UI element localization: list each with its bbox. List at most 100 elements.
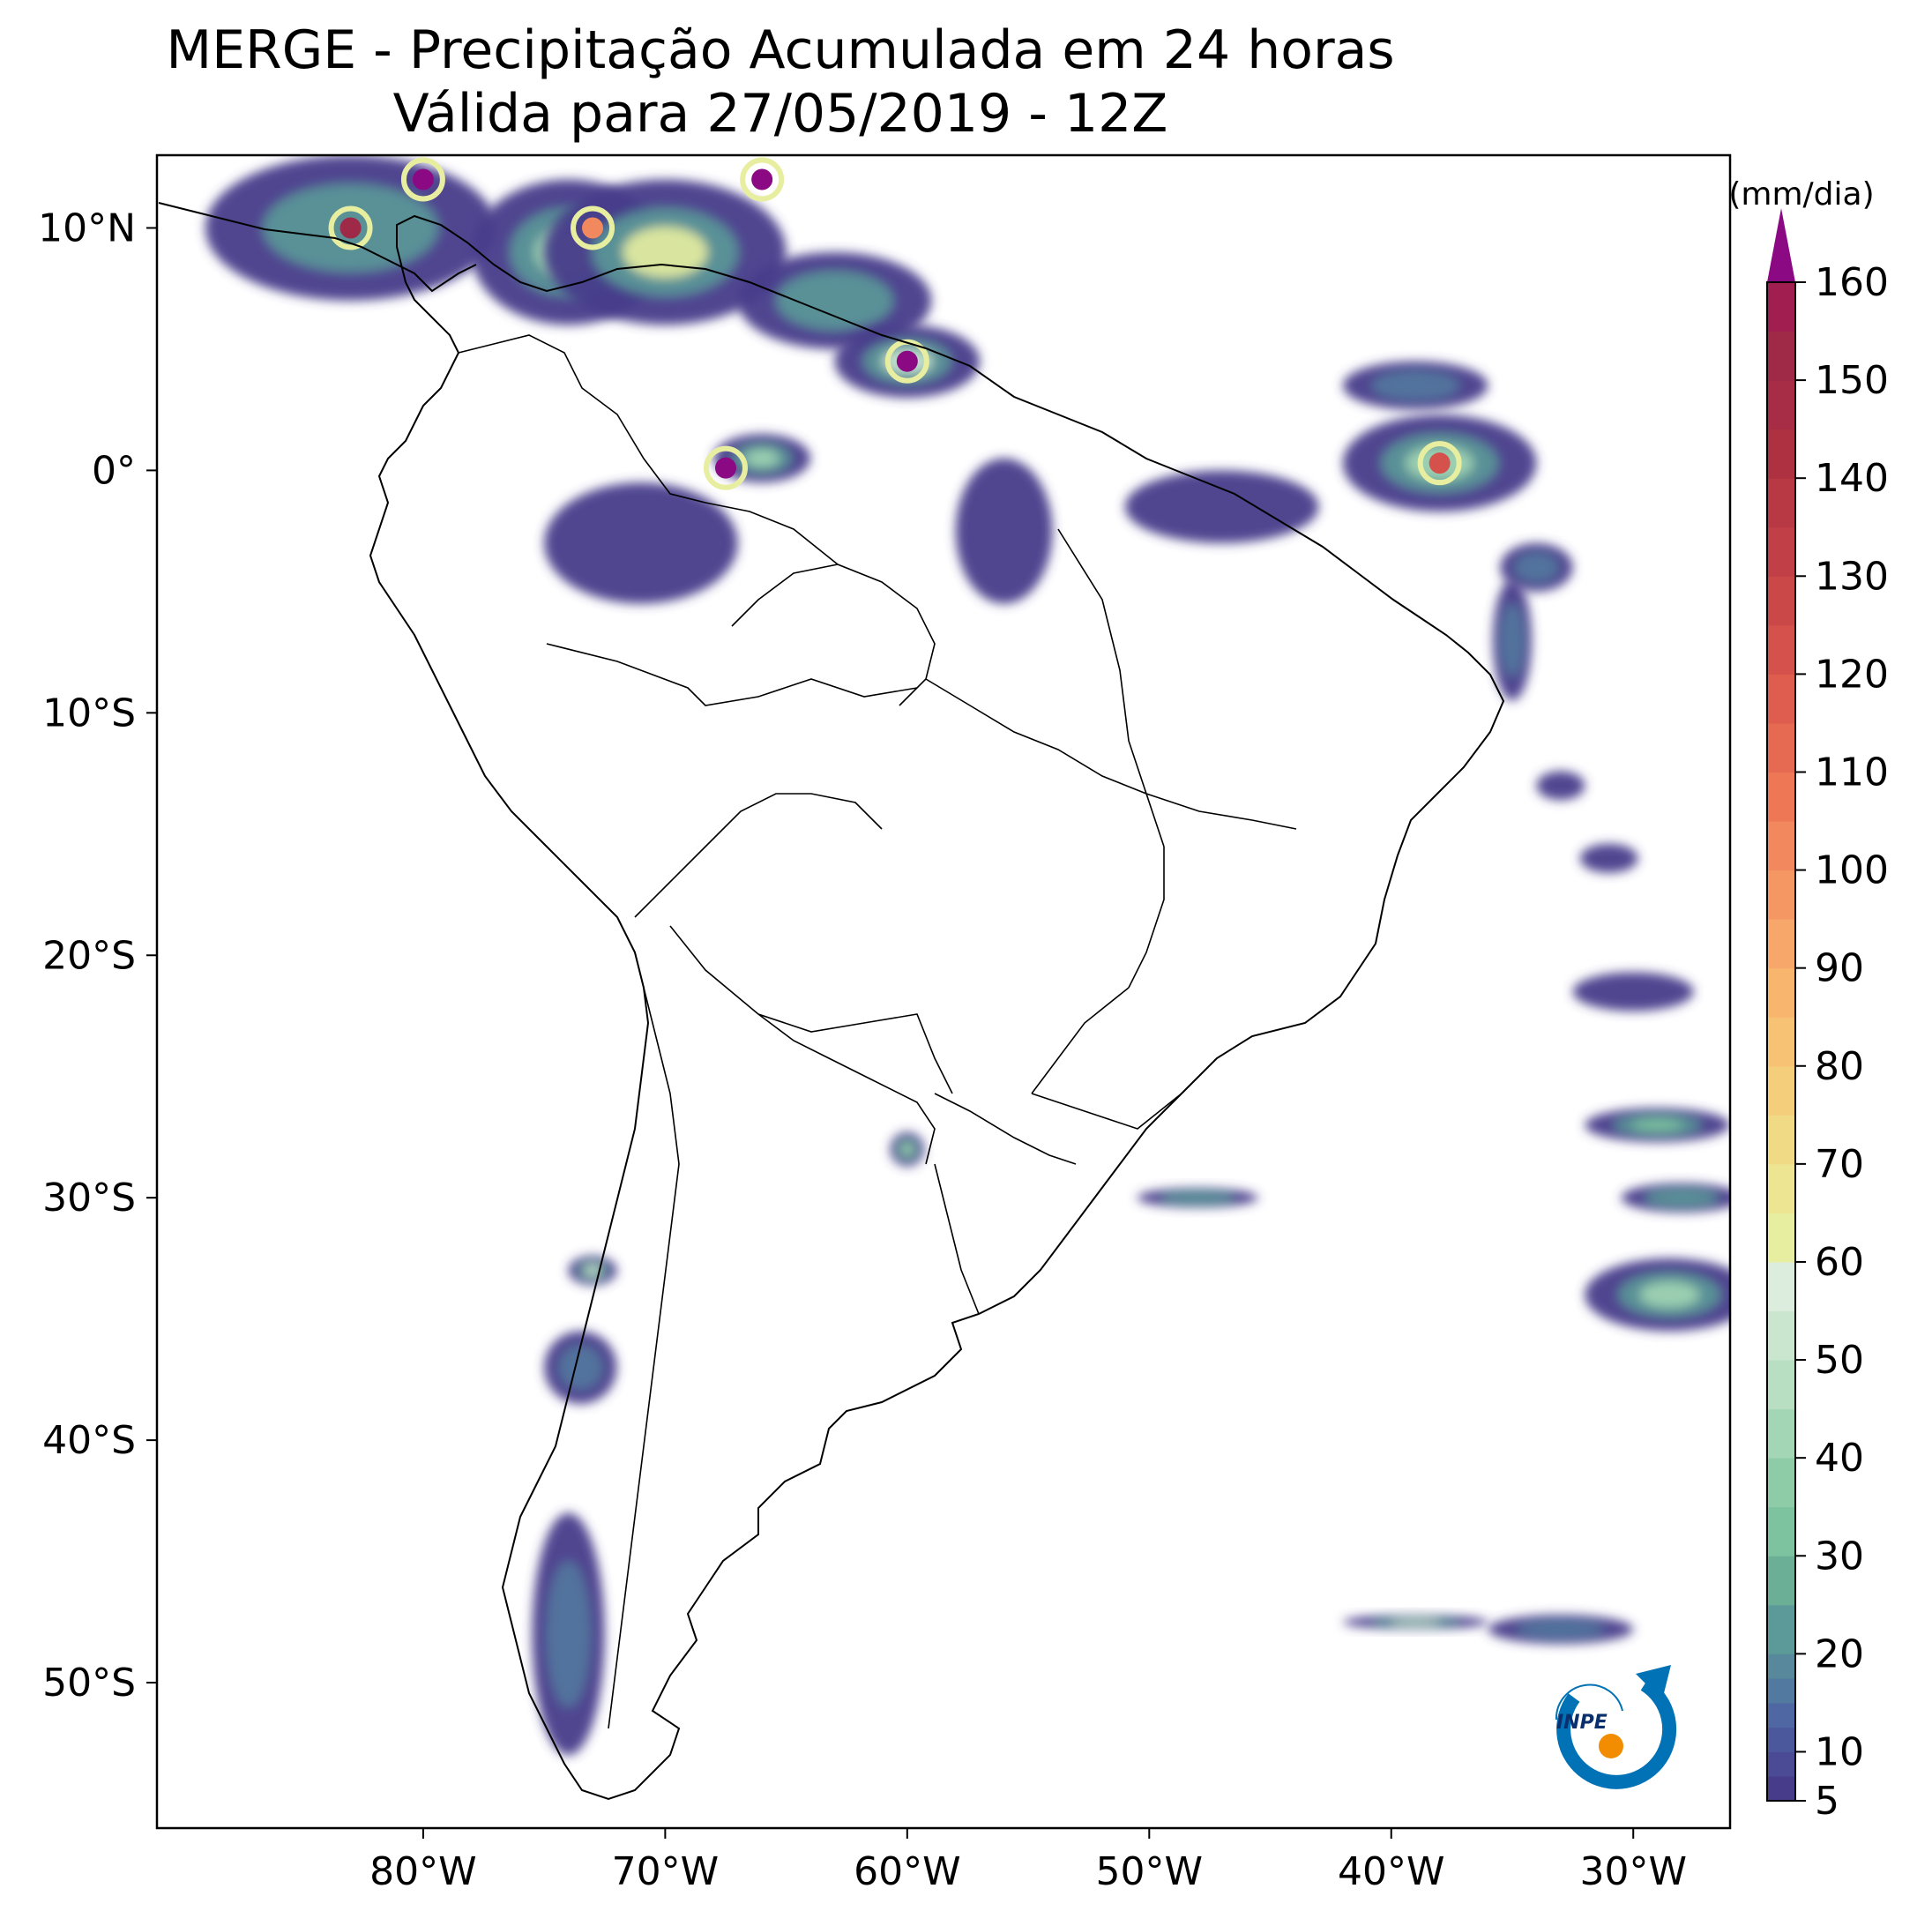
lon-tick-label: 80°W <box>369 1849 477 1894</box>
map-area <box>155 153 1732 1830</box>
lat-tick-label: 10°N <box>38 205 136 250</box>
colorbar-extend-arrow <box>1767 208 1795 282</box>
rain-area <box>737 251 932 349</box>
rain-area <box>1124 470 1319 543</box>
colorbar-band <box>1767 380 1795 430</box>
lon-tick-label: 50°W <box>1096 1849 1204 1894</box>
colorbar-tick-label: 40 <box>1815 1436 1864 1481</box>
colorbar-band <box>1767 1556 1795 1606</box>
map-title-line2: Válida para 27/05/2019 - 12Z <box>392 83 1168 145</box>
colorbar-tick-label: 80 <box>1815 1044 1864 1089</box>
lat-tick-label: 40°S <box>42 1418 136 1463</box>
rain-hotspot-ring <box>400 157 445 202</box>
colorbar-band <box>1767 1213 1795 1263</box>
rain-hotspot-ring <box>703 445 748 490</box>
colorbar-bands <box>1767 282 1795 1802</box>
colorbar-band <box>1767 331 1795 381</box>
rain-area <box>1621 1183 1730 1213</box>
rain-area <box>1500 542 1573 592</box>
colorbar-tick-label: 60 <box>1815 1240 1864 1285</box>
rain-area <box>1536 771 1585 801</box>
rain-hotspot-ring <box>571 205 615 250</box>
logo-arrow-icon <box>1636 1665 1671 1700</box>
colorbar-band <box>1767 967 1795 1018</box>
rain-hotspot <box>714 457 736 479</box>
colorbar-band <box>1767 624 1795 675</box>
colorbar-tick-label: 70 <box>1815 1142 1864 1187</box>
logo-orbit-icon <box>1555 1683 1623 1721</box>
colorbar-unit-label: (mm/dia) <box>1728 176 1874 213</box>
precipitation-layer <box>205 155 1730 1756</box>
colorbar-band <box>1767 1506 1795 1556</box>
colorbar-tick-label: 150 <box>1815 358 1889 403</box>
colorbar-tick-label: 100 <box>1815 848 1889 893</box>
colorbar-tick-label: 10 <box>1815 1729 1864 1774</box>
colorbar-band <box>1767 526 1795 577</box>
rain-hotspot-ring <box>1417 441 1462 486</box>
colorbar-band <box>1767 576 1795 626</box>
colorbar-band <box>1767 1115 1795 1165</box>
rain-area <box>532 1512 605 1756</box>
colorbar-frame <box>1766 281 1796 1802</box>
logo-dot-icon <box>1599 1734 1623 1758</box>
rain-area <box>1137 1188 1258 1208</box>
logo-ring-icon <box>1556 1678 1677 1789</box>
rain-area <box>890 1131 925 1167</box>
colorbar-band <box>1767 1408 1795 1459</box>
rain-area <box>544 1331 617 1404</box>
colorbar-band <box>1767 919 1795 969</box>
rain-hotspot <box>896 350 918 372</box>
rain-hotspot-ring <box>740 157 785 202</box>
lon-tick-label: 40°W <box>1338 1849 1445 1894</box>
map-background <box>157 155 1730 1828</box>
rain-area <box>1572 972 1694 1011</box>
rain-hotspot <box>751 168 773 190</box>
lat-tick-label: 30°S <box>42 1176 136 1221</box>
colorbar-band <box>1767 821 1795 871</box>
colorbar-band <box>1767 1065 1795 1116</box>
south-america-coastline <box>369 214 1505 1801</box>
colorbar-band <box>1767 1261 1795 1312</box>
colorbar-tick-label: 30 <box>1815 1534 1864 1579</box>
lat-tick-label: 10°S <box>42 690 136 735</box>
colorbar-band <box>1767 1702 1795 1728</box>
rain-area <box>1585 1108 1730 1142</box>
latitude-axis: 10°N 0° 10°S 20°S 30°S 40°S 50°S <box>38 205 157 1706</box>
colorbar-band <box>1767 674 1795 724</box>
colorbar: (mm/dia) 5 10 20 30 40 50 60 70 80 90 100 110 120 130… <box>1728 176 1889 1824</box>
longitude-axis: 80°W 70°W 60°W 50°W 40°W 30°W <box>369 1828 1687 1894</box>
rain-area <box>1488 1615 1634 1645</box>
rain-hotspot <box>339 217 362 239</box>
rain-hotspot <box>582 217 604 239</box>
colorbar-band <box>1767 1751 1795 1777</box>
rain-area <box>1342 361 1488 410</box>
map-frame <box>155 153 1732 1830</box>
colorbar-tick-label: 90 <box>1815 946 1864 991</box>
colorbar-tick-label: 130 <box>1815 554 1889 599</box>
colorbar-band <box>1767 772 1795 822</box>
rain-hotspot <box>1428 452 1451 474</box>
colorbar-band <box>1767 722 1795 773</box>
inpe-logo: INPE <box>1555 1665 1677 1789</box>
colorbar-band <box>1767 1727 1795 1752</box>
colorbar-tick-label: 160 <box>1815 260 1889 305</box>
country-borders <box>458 334 1297 1729</box>
lat-tick-label: 50°S <box>42 1661 136 1706</box>
colorbar-band <box>1767 1776 1795 1802</box>
colorbar-tick-label: 110 <box>1815 750 1889 795</box>
colorbar-tick-label: 120 <box>1815 652 1889 697</box>
rain-hotspot <box>412 168 434 190</box>
map-title-line1: MERGE - Precipitação Acumulada em 24 hor… <box>166 19 1395 81</box>
coastline-and-borders <box>158 202 1505 1801</box>
colorbar-band <box>1767 1310 1795 1361</box>
rain-area <box>1342 1615 1488 1630</box>
colorbar-band <box>1767 1163 1795 1213</box>
colorbar-band <box>1767 429 1795 479</box>
rain-hotspot-ring <box>328 205 373 250</box>
colorbar-ticks: 5 10 20 30 40 50 60 70 80 90 100 110 120 130 140 150 160 <box>1795 260 1889 1824</box>
colorbar-band <box>1767 1653 1795 1679</box>
colorbar-band <box>1767 1017 1795 1067</box>
colorbar-tick-label: 140 <box>1815 456 1889 501</box>
colorbar-tick-label: 20 <box>1815 1631 1864 1676</box>
